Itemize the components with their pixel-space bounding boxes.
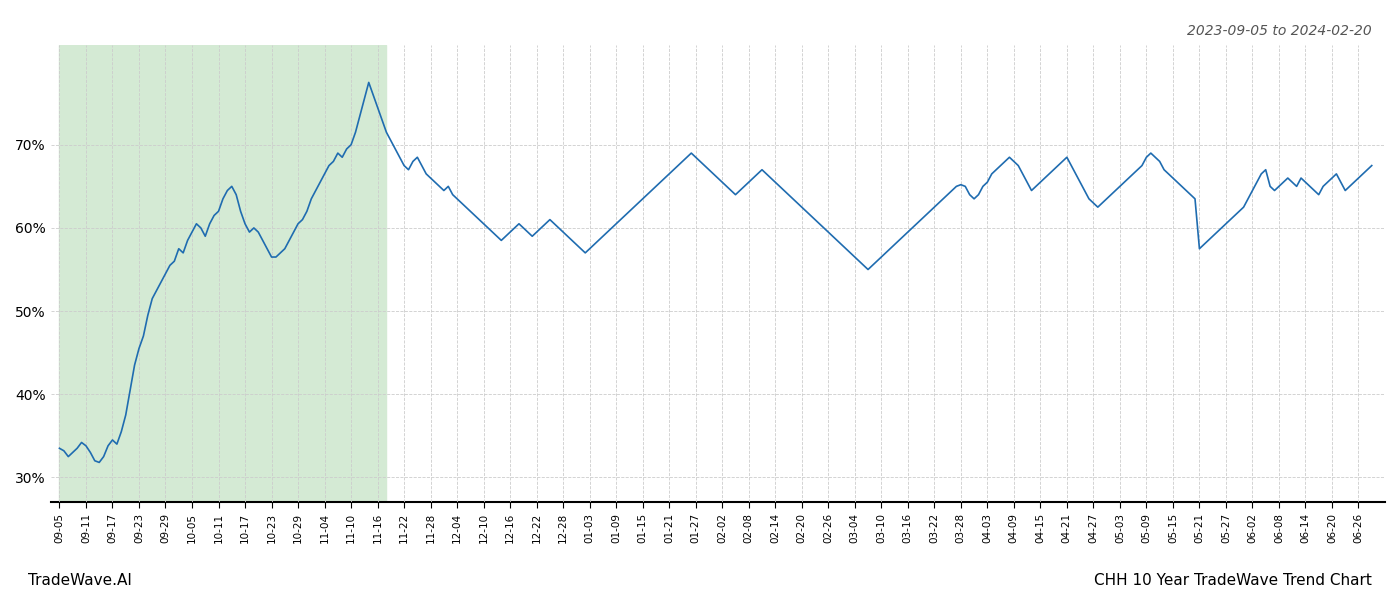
Text: 2023-09-05 to 2024-02-20: 2023-09-05 to 2024-02-20	[1187, 24, 1372, 38]
Text: TradeWave.AI: TradeWave.AI	[28, 573, 132, 588]
Bar	[59, 45, 386, 502]
Text: CHH 10 Year TradeWave Trend Chart: CHH 10 Year TradeWave Trend Chart	[1095, 573, 1372, 588]
